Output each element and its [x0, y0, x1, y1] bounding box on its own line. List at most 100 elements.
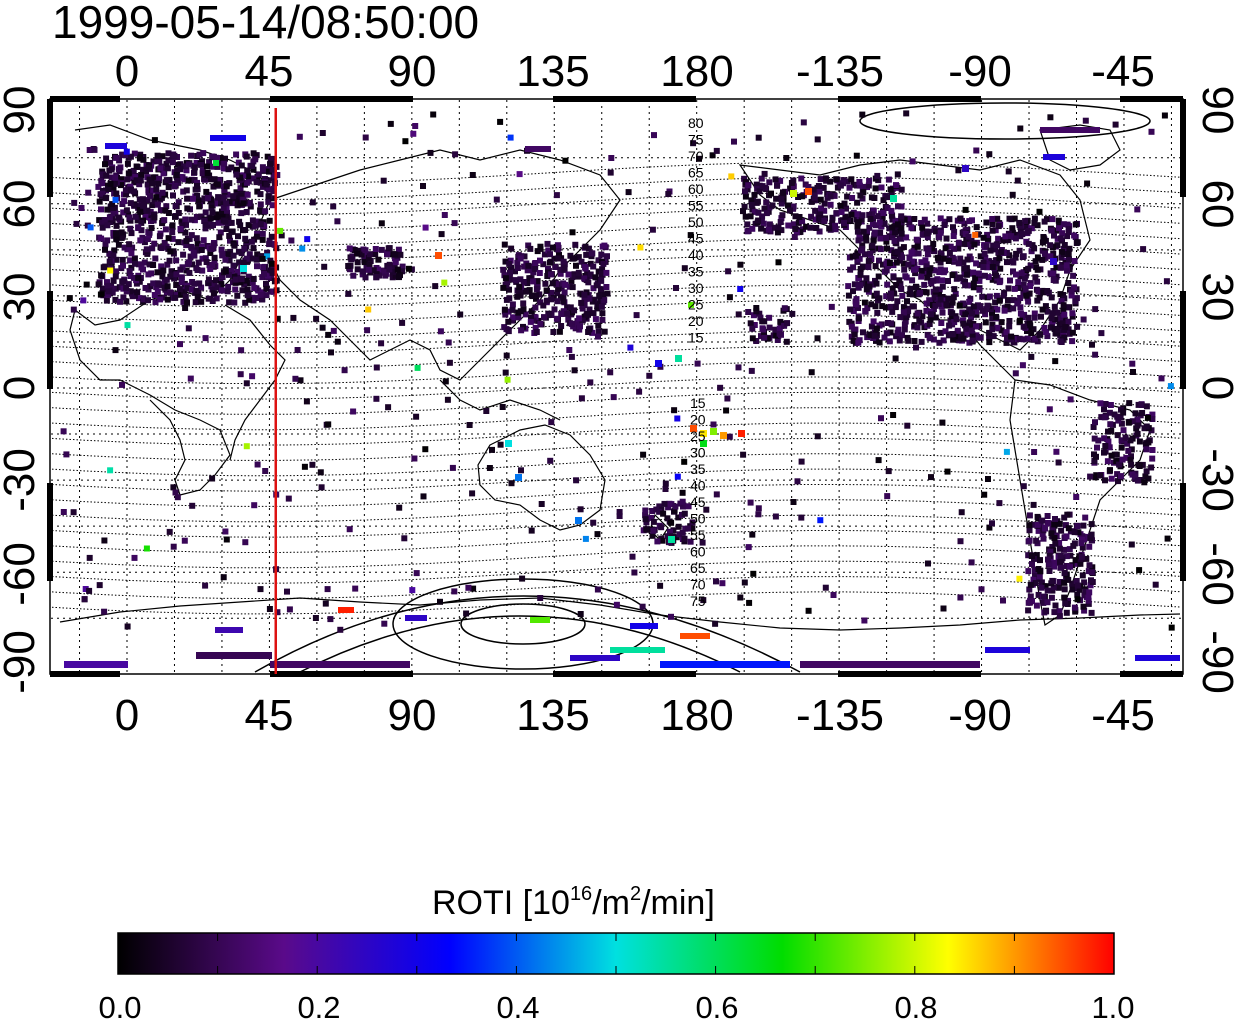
roti-point — [413, 570, 420, 577]
roti-point — [512, 277, 519, 284]
contour-label: 30 — [690, 445, 706, 461]
roti-point — [901, 266, 908, 273]
roti-point — [898, 213, 905, 220]
roti-point — [1019, 362, 1026, 369]
roti-point — [152, 255, 159, 262]
roti-point — [751, 322, 758, 328]
roti-point — [414, 364, 421, 371]
roti-point — [1143, 446, 1150, 453]
roti-point — [189, 502, 196, 509]
roti-point — [197, 213, 204, 220]
roti-point — [1036, 573, 1043, 580]
roti-point — [270, 188, 277, 195]
roti-point — [687, 538, 694, 545]
roti-point — [1032, 274, 1039, 281]
roti-point — [1032, 580, 1039, 586]
roti-point — [814, 433, 821, 440]
roti-point — [264, 249, 271, 256]
roti-point — [1014, 300, 1021, 307]
roti-point — [977, 334, 984, 341]
roti-point — [183, 187, 190, 194]
roti-point — [679, 529, 686, 536]
roti-point — [127, 257, 134, 264]
roti-point — [927, 316, 934, 323]
roti-point — [577, 323, 583, 330]
roti-point — [1082, 117, 1089, 124]
roti-point — [608, 155, 615, 161]
roti-point — [1065, 326, 1072, 333]
roti-point — [1085, 592, 1092, 599]
roti-point — [784, 320, 791, 327]
roti-point — [196, 151, 203, 158]
roti-point — [216, 177, 223, 184]
bottom-lon-label: 45 — [245, 691, 294, 740]
roti-point — [268, 156, 274, 163]
roti-point — [808, 213, 815, 220]
roti-point — [532, 314, 539, 321]
roti-point — [269, 269, 276, 276]
roti-point — [127, 217, 134, 224]
roti-point — [1043, 329, 1050, 335]
roti-point — [399, 263, 406, 270]
roti-point — [884, 493, 891, 500]
roti-point — [1097, 400, 1104, 407]
roti-point — [950, 224, 956, 231]
roti-point — [910, 291, 917, 298]
roti-point — [532, 304, 539, 311]
bottom-lon-label: 0 — [115, 691, 139, 740]
roti-point — [537, 595, 544, 601]
roti-point — [984, 264, 991, 271]
roti-point — [514, 293, 521, 300]
roti-point — [175, 179, 182, 186]
magnetic-contour — [51, 223, 1181, 246]
roti-point — [873, 280, 880, 287]
roti-point — [843, 205, 849, 212]
roti-point — [783, 155, 790, 161]
roti-point — [215, 194, 222, 201]
roti-point — [127, 175, 134, 181]
roti-point — [867, 251, 874, 257]
roti-point — [942, 328, 949, 335]
roti-point — [130, 167, 137, 174]
roti-point — [297, 377, 304, 384]
roti-point — [989, 259, 996, 266]
roti-point — [909, 277, 916, 284]
contour-label: 50 — [688, 214, 704, 230]
roti-point — [1125, 447, 1132, 454]
roti-point — [631, 569, 638, 576]
roti-point — [925, 560, 931, 567]
roti-point — [1114, 413, 1121, 420]
roti-point — [154, 201, 161, 208]
roti-point — [1039, 306, 1046, 313]
roti-point — [868, 301, 875, 308]
roti-point — [598, 270, 605, 277]
roti-point — [889, 285, 896, 292]
roti-point — [508, 264, 514, 271]
roti-point — [244, 292, 251, 299]
roti-point — [550, 244, 556, 251]
roti-point — [905, 337, 912, 344]
roti-point — [1058, 248, 1065, 255]
roti-point — [893, 282, 900, 288]
roti-point — [798, 514, 805, 521]
roti-point — [1010, 305, 1017, 312]
roti-point — [1071, 529, 1078, 536]
roti-point — [261, 176, 268, 182]
roti-point — [945, 295, 952, 302]
roti-point — [1051, 521, 1058, 528]
roti-point — [159, 273, 166, 280]
roti-point — [1127, 437, 1134, 444]
roti-point — [232, 279, 239, 286]
roti-point — [962, 206, 969, 213]
roti-point — [243, 255, 250, 262]
roti-point — [214, 284, 221, 291]
roti-point — [1011, 339, 1018, 346]
roti-point — [118, 176, 125, 183]
roti-point — [132, 213, 139, 220]
roti-point — [992, 246, 999, 253]
roti-point — [850, 337, 857, 344]
roti-point — [1000, 237, 1007, 244]
roti-point — [961, 265, 968, 272]
roti-point — [909, 258, 916, 265]
roti-point — [941, 218, 948, 225]
